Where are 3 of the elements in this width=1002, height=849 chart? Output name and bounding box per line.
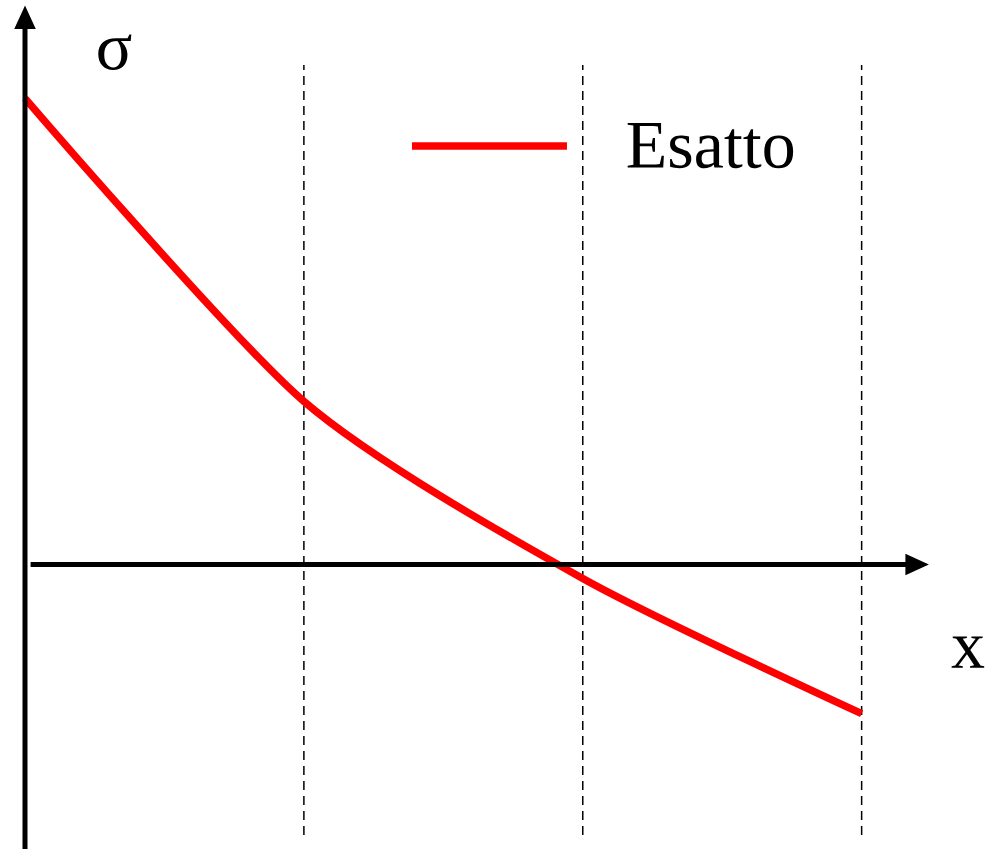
y-axis-title: σ: [98, 34, 132, 71]
x-axis-title: x: [951, 636, 985, 668]
legend-label: Esatto: [627, 123, 794, 169]
